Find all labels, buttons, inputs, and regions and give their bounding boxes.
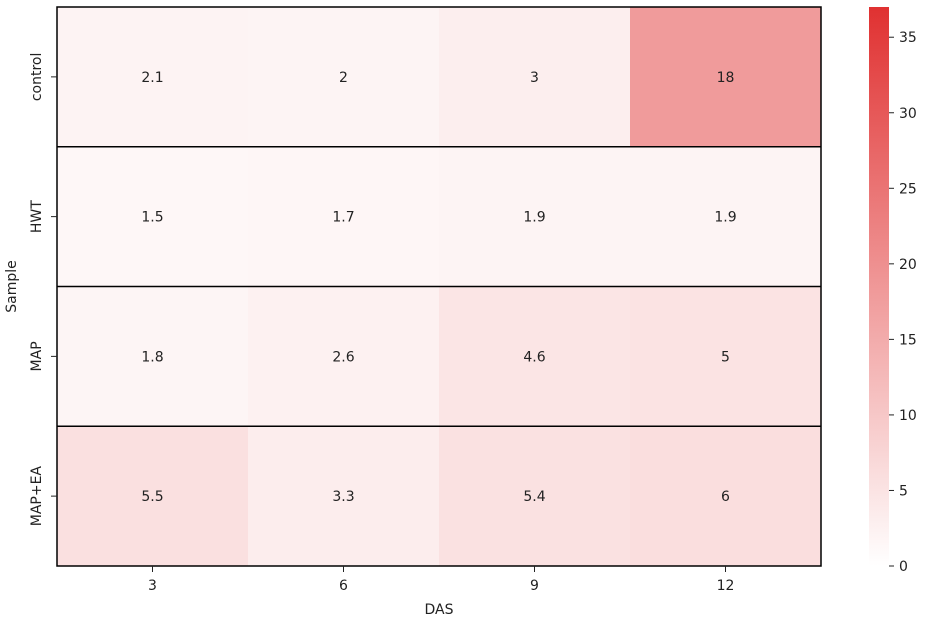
heatmap-cell — [57, 426, 249, 567]
heatmap-cell — [248, 286, 440, 427]
cell-value-label: 1.5 — [141, 210, 163, 226]
cell-value-label: 1.9 — [523, 210, 545, 226]
heatmap-cell — [630, 146, 822, 287]
cell-value-label: 2.1 — [141, 70, 163, 86]
cell-value-labels: 2.1 2 3 18 1.5 1.7 1.9 1.9 1.8 2.6 4.6 5 5.5 3.3 5.4 6 — [141, 70, 736, 505]
x-axis-label: DAS — [425, 602, 454, 618]
y-axis-label: Sample — [4, 260, 20, 313]
y-tick-label: control — [29, 53, 45, 102]
y-tick-label: MAP — [29, 341, 45, 371]
x-tick-label: 12 — [717, 578, 735, 594]
y-tick-label: MAP+EA — [29, 466, 45, 527]
cell-value-label: 1.7 — [332, 210, 354, 226]
colorbar-tick-label: 35 — [899, 30, 917, 46]
heatmap-cell — [439, 286, 631, 427]
cell-value-label: 4.6 — [523, 349, 545, 365]
colorbar-tick-label: 25 — [899, 181, 917, 197]
x-tick-label: 9 — [530, 578, 539, 594]
y-tick-label: HWT — [29, 200, 45, 233]
heatmap-cell — [630, 7, 822, 148]
cell-value-label: 2.6 — [332, 349, 354, 365]
colorbar-ticks: 0 5 10 15 20 25 30 35 — [889, 30, 917, 575]
heatmap-cell — [439, 426, 631, 567]
cell-value-label: 1.9 — [714, 210, 736, 226]
cell-value-label: 5.5 — [141, 489, 163, 505]
cell-value-label: 2 — [339, 70, 348, 86]
heatmap-cell — [57, 7, 249, 148]
x-tick-label: 6 — [339, 578, 348, 594]
cell-value-label: 6 — [721, 489, 730, 505]
cell-value-label: 5 — [721, 349, 730, 365]
colorbar-tick-label: 5 — [899, 483, 908, 499]
heatmap-cell — [630, 286, 822, 427]
heatmap-cell — [57, 146, 249, 287]
cell-value-label: 1.8 — [141, 349, 163, 365]
cell-value-label: 3 — [530, 70, 539, 86]
cell-value-label: 5.4 — [523, 489, 545, 505]
heatmap-cells — [57, 7, 822, 567]
x-axis-ticks: 3 6 9 12 — [148, 566, 734, 594]
cell-value-label: 3.3 — [332, 489, 354, 505]
cell-value-label: 18 — [717, 70, 735, 86]
heatmap-cell — [57, 286, 249, 427]
colorbar-tick-label: 0 — [899, 559, 908, 575]
heatmap-cell — [630, 426, 822, 567]
colorbar-tick-label: 30 — [899, 106, 917, 122]
plot-frame — [56, 6, 822, 567]
colorbar-tick-label: 20 — [899, 257, 917, 273]
colorbar-tick-label: 10 — [899, 408, 917, 424]
y-axis-ticks: control HWT MAP MAP+EA — [29, 53, 57, 527]
colorbar — [869, 7, 889, 566]
heatmap-cell — [439, 7, 631, 148]
colorbar-tick-label: 15 — [899, 332, 917, 348]
heatmap-cell — [248, 426, 440, 567]
row-separators — [57, 146, 821, 427]
heatmap-cell — [439, 146, 631, 287]
heatmap-cell — [248, 146, 440, 287]
heatmap-cell — [248, 7, 440, 148]
x-tick-label: 3 — [148, 578, 157, 594]
